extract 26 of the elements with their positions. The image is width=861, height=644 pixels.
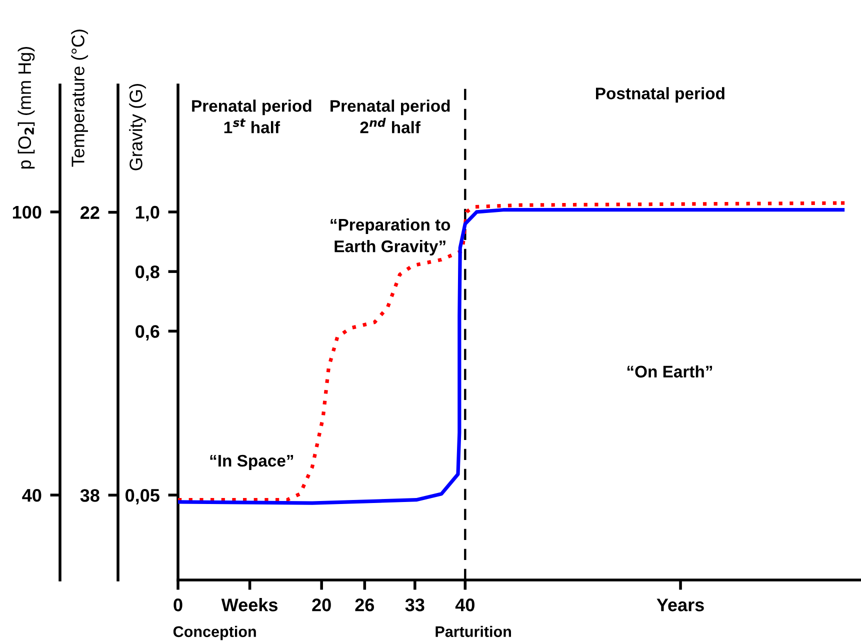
x-tick-label: 33 (405, 598, 424, 612)
annotation: “On Earth” (627, 365, 712, 378)
text: Conception (173, 626, 256, 640)
y-tick-label: 0,6 (136, 325, 160, 340)
annotation: “Preparation to Earth Gravity” (330, 218, 450, 256)
annotation: Postnatal period (596, 87, 724, 103)
y3-axis-title: p [O$_{2}$] (mm Hg) (18, 47, 35, 169)
x-tick-label: 20 (312, 598, 331, 612)
y-axis-title: Gravity (G) (129, 84, 146, 170)
x-tick-label: Years (656, 598, 704, 612)
y-tick-label: 0,8 (136, 265, 160, 281)
x-tick-label: 40 (455, 598, 474, 612)
y3-tick-label: 100 (12, 206, 42, 219)
y2-tick-label: 38 (80, 489, 100, 502)
y2-axis-title: Temperature (°C) (71, 30, 88, 167)
y2-tick-label: 22 (80, 206, 100, 219)
annotation: “In Space” (210, 454, 294, 470)
x-tick-label: 26 (355, 598, 374, 612)
annotation: Prenatal period 2$^{nd}$ half (330, 100, 450, 134)
y-tick-label: 1,0 (136, 206, 160, 222)
annotation: Prenatal period 1$^{st}$ half (192, 100, 312, 134)
y-tick-label: 0,05 (126, 489, 160, 504)
text: Parturition (436, 626, 511, 638)
x-tick-label: Weeks (221, 598, 278, 612)
x-tick-label: 0 (174, 598, 182, 612)
y3-tick-label: 40 (22, 488, 42, 502)
